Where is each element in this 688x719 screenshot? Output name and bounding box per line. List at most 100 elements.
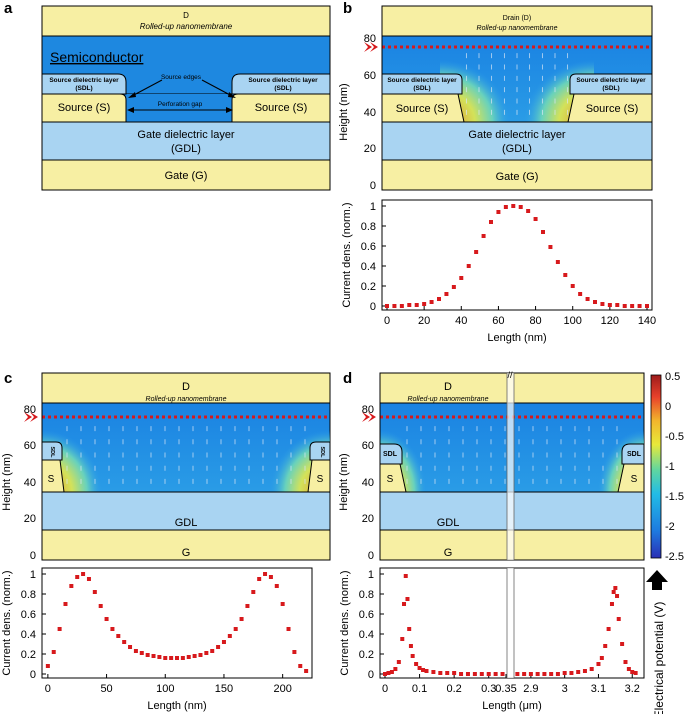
- axis-break: [507, 568, 514, 678]
- data-point: [542, 672, 547, 676]
- panel-a-sdl-right-l2: (SDL): [274, 85, 291, 92]
- panel-c-gdl: GDL: [175, 517, 198, 529]
- data-point: [63, 602, 68, 606]
- panel-b-height-tick: 0: [370, 180, 376, 192]
- panel-c-current-plot: 0 0.2 0.4 0.6 0.8 1 0 50 100 150 200 Length (nm) Cur…: [1, 567, 313, 712]
- data-point: [481, 234, 486, 238]
- data-point: [392, 304, 397, 308]
- data-point: [257, 577, 262, 581]
- data-point: [609, 602, 614, 606]
- data-point: [239, 617, 244, 621]
- data-point: [75, 575, 80, 579]
- data-point: [522, 672, 527, 676]
- data-point: [292, 650, 297, 654]
- data-point: [500, 672, 505, 676]
- data-point: [445, 671, 450, 675]
- data-point: [599, 656, 604, 660]
- data-point: [630, 304, 635, 308]
- panel-d-gdl: GDL: [437, 517, 460, 529]
- data-point: [386, 671, 391, 675]
- panel-d-rolled-up: Rolled-up nanomembrane: [408, 396, 489, 403]
- data-point: [576, 670, 581, 674]
- x-tick-label: 3.1: [591, 683, 606, 695]
- data-point: [518, 205, 523, 209]
- panel-b-drain: Drain (D): [503, 15, 531, 22]
- data-point: [133, 649, 138, 653]
- panel-d-height-tick: 0: [368, 550, 374, 562]
- data-point: [593, 300, 597, 304]
- data-point: [623, 660, 628, 664]
- colorbar-tick: -1.5: [665, 491, 684, 503]
- data-point: [145, 653, 150, 657]
- data-point: [620, 642, 625, 646]
- data-point: [410, 654, 415, 658]
- panel-c-vector-field: [66, 426, 306, 484]
- data-point: [459, 672, 464, 676]
- data-point: [489, 220, 493, 224]
- panel-b-sdl-right-l1: Source dielectric layer: [576, 77, 646, 84]
- panel-a-source-edges: Source edges: [161, 74, 202, 81]
- y-tick-label: 0.8: [361, 221, 376, 233]
- x-tick-label: 140: [638, 315, 656, 327]
- data-point: [569, 671, 574, 675]
- x-tick-label: 0.2: [446, 683, 461, 695]
- data-point: [429, 300, 434, 304]
- panel-a-drain: D: [183, 11, 189, 20]
- data-point: [578, 292, 583, 296]
- x-tick-label: 20: [418, 315, 430, 327]
- data-point: [104, 617, 109, 621]
- panel-d-height-axis: 80 60 40 20 0 Height (nm): [338, 403, 381, 562]
- panel-d-source-right: S: [631, 474, 638, 485]
- data-point: [405, 597, 410, 601]
- panel-a-sdl-left-l2: (SDL): [75, 85, 92, 92]
- data-point: [486, 672, 491, 676]
- data-point: [528, 672, 533, 676]
- data-point: [444, 292, 449, 296]
- y-tick-label: 0.8: [21, 589, 36, 601]
- data-point: [607, 303, 612, 307]
- panel-c-field-map: D Rolled-up nanomembrane SDL SDL S S GDL…: [24, 372, 331, 561]
- data-point: [526, 209, 531, 213]
- data-point: [251, 590, 256, 594]
- panel-d-break-top-icon: //: [507, 370, 513, 380]
- panel-b-sdl-right-l2: (SDL): [602, 85, 619, 92]
- y-tick-label: 0.4: [359, 629, 374, 641]
- panel-b-cut-marker-icon: [364, 42, 372, 52]
- data-point: [163, 656, 168, 660]
- x-axis-label: Length (μm): [482, 700, 542, 712]
- panel-b-source-left: Source (S): [396, 103, 449, 115]
- x-tick-label: 0: [45, 683, 51, 695]
- panel-d-gate: G: [444, 547, 453, 559]
- data-point: [45, 664, 50, 668]
- panel-a-gate: Gate (G): [165, 170, 208, 182]
- panel-a-perforation-gap: Perforation gap: [158, 101, 203, 108]
- panel-d-sdl-right: SDL: [627, 451, 642, 458]
- x-tick-label: 150: [215, 683, 233, 695]
- data-point: [263, 572, 268, 576]
- panel-a-semiconductor: Semiconductor: [50, 49, 144, 65]
- colorbar-tick: -0.5: [665, 431, 684, 443]
- panel-b-current-plot: 0 0.2 0.4 0.6 0.8 1 0 20 40 60 80 100 120 140 Length (…: [341, 199, 656, 344]
- plot-frame: [41, 567, 313, 679]
- data-point: [400, 637, 405, 641]
- data-point: [414, 662, 419, 666]
- x-tick-label: 0: [382, 683, 388, 695]
- panel-b-gate: Gate (G): [496, 171, 539, 183]
- data-point: [69, 584, 74, 588]
- data-point: [474, 250, 479, 254]
- panel-c-height-tick: 20: [24, 513, 36, 525]
- panel-c-sdl-left: SDL: [49, 447, 55, 459]
- data-point: [414, 303, 419, 307]
- x-tick-label: 0.35: [495, 683, 516, 695]
- panel-b-gdl-l1: Gate dielectric layer: [468, 129, 566, 141]
- data-point: [92, 590, 97, 594]
- panel-label-b: b: [343, 0, 352, 17]
- x-axis-label: Length (nm): [147, 700, 206, 712]
- y-tick-label: 0.6: [361, 241, 376, 253]
- x-tick-label: 3.2: [625, 683, 640, 695]
- data-point: [496, 210, 501, 214]
- data-point: [606, 627, 611, 631]
- y-tick-label: 1: [370, 201, 376, 213]
- x-tick-label: 80: [529, 315, 541, 327]
- data-point: [393, 667, 398, 671]
